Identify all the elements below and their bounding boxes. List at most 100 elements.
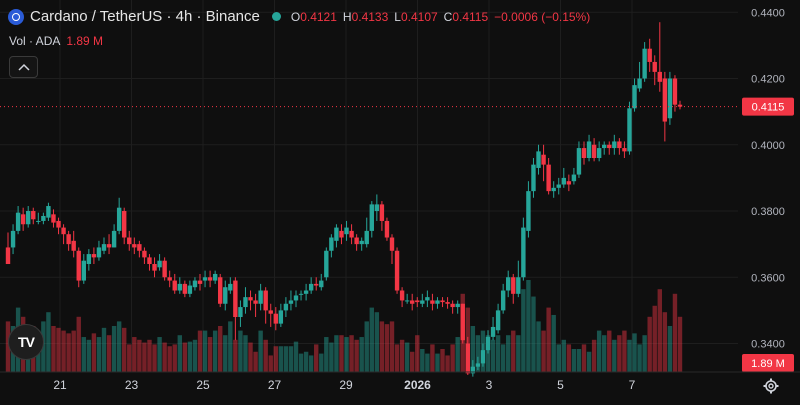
candle-body	[404, 300, 410, 302]
candle-body	[192, 280, 198, 288]
volume-bar	[202, 330, 208, 372]
volume-bar	[384, 324, 390, 372]
candle-body	[394, 250, 400, 291]
volume-bar	[652, 305, 657, 372]
candle-body	[142, 250, 147, 258]
candle-body	[612, 141, 617, 149]
candle-body	[435, 300, 440, 304]
candle-body	[485, 336, 491, 351]
volume-bar	[278, 346, 284, 372]
candle-body	[106, 244, 112, 248]
volume-label[interactable]: Vol · ADA	[9, 34, 61, 48]
volume-bar	[495, 335, 501, 372]
candle-body	[384, 220, 390, 238]
volume-bar	[541, 330, 546, 372]
y-tick-label: 0.4200	[751, 74, 785, 86]
candle-body	[511, 277, 516, 294]
x-tick-label: 27	[268, 378, 282, 392]
volume-bar	[132, 337, 137, 372]
candle-body	[223, 287, 228, 304]
volume-bar	[657, 289, 662, 372]
candle-body	[622, 148, 627, 152]
volume-bar	[591, 339, 597, 372]
chevron-up-icon	[17, 63, 30, 71]
volume-bar	[122, 327, 127, 372]
volume-bar	[485, 335, 491, 372]
gear-icon[interactable]	[760, 376, 782, 396]
volume-value: 1.89 M	[66, 34, 104, 48]
candle-body	[167, 277, 172, 281]
volume-bar	[511, 330, 516, 372]
candle-body	[293, 295, 299, 301]
volume-bar	[207, 337, 213, 372]
volume-bar	[86, 339, 92, 372]
volume-bar	[607, 330, 612, 372]
volume-bar	[349, 335, 354, 372]
cardano-coin-icon[interactable]	[8, 8, 24, 25]
x-tick-label: 29	[339, 378, 353, 392]
candle-body	[602, 144, 607, 149]
volume-bar	[212, 330, 218, 372]
candle-body	[470, 366, 476, 374]
candle-body	[566, 181, 572, 185]
candle-body	[627, 108, 632, 152]
candle-body	[137, 244, 142, 251]
volume-bar	[440, 349, 445, 372]
volume-bar	[642, 335, 647, 372]
candle-body	[233, 280, 238, 318]
candle-body	[127, 237, 132, 245]
volume-bar	[506, 335, 511, 372]
candle-body	[415, 300, 420, 303]
volume-bar	[490, 339, 496, 372]
candle-body	[152, 264, 157, 271]
candle-body	[228, 283, 233, 291]
candle-body	[475, 363, 481, 367]
volume-bar	[445, 355, 450, 372]
volume-bar	[96, 337, 102, 372]
candle-body	[298, 293, 304, 295]
volume-bar	[526, 280, 531, 372]
x-tick-label: 7	[629, 378, 636, 392]
candle-body	[212, 273, 218, 281]
volume-bar	[596, 330, 602, 372]
volume-bar	[404, 342, 410, 372]
volume-bar	[76, 316, 81, 372]
candle-body	[576, 148, 582, 175]
x-tick-label: 23	[125, 378, 139, 392]
candle-body	[238, 307, 243, 318]
candle-body	[672, 78, 678, 105]
collapse-legend-button[interactable]	[9, 56, 38, 78]
candle-body	[91, 254, 97, 258]
y-tick-label: 0.4000	[751, 140, 785, 152]
volume-bar	[415, 335, 420, 372]
candle-body	[642, 48, 647, 79]
candle-body	[526, 191, 531, 231]
volume-bar	[142, 342, 147, 372]
close-label: C	[443, 9, 453, 24]
volume-bar	[672, 293, 678, 372]
y-tick-label: 0.3800	[751, 206, 785, 218]
volume-bar	[147, 339, 152, 372]
candle-body	[349, 230, 354, 238]
candle-body	[389, 237, 395, 251]
candle-body	[440, 300, 445, 303]
symbol-title[interactable]: Cardano / TetherUS · 4h · Binance	[30, 8, 260, 25]
candle-body	[132, 244, 137, 248]
candle-body	[86, 254, 92, 265]
current-price-badge-text: 0.4115	[752, 102, 785, 114]
candle-body	[374, 204, 380, 212]
candle-body	[122, 211, 127, 238]
volume-bar	[288, 346, 294, 372]
volume-bar	[546, 307, 551, 372]
tradingview-logo-icon[interactable]: TV	[8, 324, 44, 360]
volume-bar	[602, 335, 607, 372]
candle-body	[258, 290, 263, 304]
volume-bar	[91, 333, 97, 372]
candle-body	[379, 204, 385, 221]
candle-body	[450, 303, 455, 308]
candle-body	[425, 297, 430, 301]
candle-body	[334, 227, 339, 241]
candle-body	[556, 184, 561, 188]
